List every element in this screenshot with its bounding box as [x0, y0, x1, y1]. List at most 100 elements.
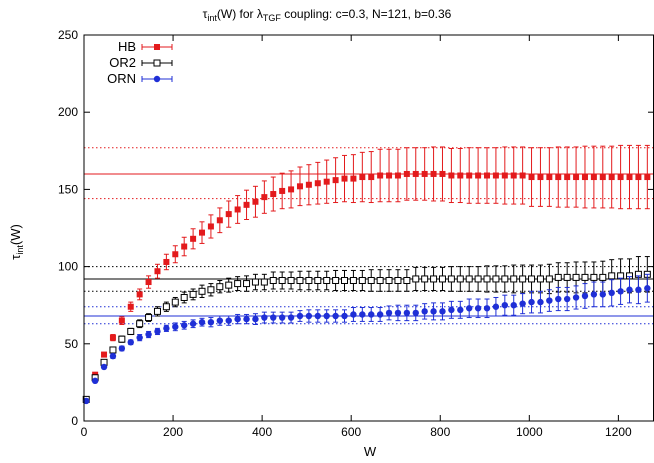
data-point	[377, 172, 384, 179]
legend-entry-orn: ORN	[107, 71, 173, 86]
data-point	[350, 175, 357, 182]
y-tick-label: 50	[65, 337, 79, 351]
data-point	[305, 181, 312, 188]
data-point	[323, 178, 330, 185]
data-point	[563, 273, 571, 281]
data-point	[234, 315, 241, 323]
data-point	[376, 311, 384, 318]
data-point	[483, 305, 491, 312]
x-tick-label: 1200	[605, 425, 632, 439]
data-point	[421, 275, 429, 283]
data-point	[349, 276, 357, 284]
x-tick-label: 0	[81, 425, 88, 439]
data-point	[180, 322, 188, 329]
data-point	[581, 273, 589, 281]
data-point	[519, 300, 526, 307]
data-point	[296, 276, 304, 284]
data-point	[412, 275, 420, 283]
data-point	[154, 268, 161, 275]
data-point	[207, 318, 215, 326]
series-or2	[82, 256, 651, 403]
data-point	[581, 174, 588, 181]
data-point	[225, 317, 232, 324]
legend-label: HB	[118, 39, 136, 54]
data-point	[519, 172, 526, 179]
data-point	[225, 211, 232, 218]
data-point	[448, 172, 455, 179]
data-point	[153, 307, 161, 315]
legend-label: ORN	[107, 71, 136, 86]
data-point	[555, 295, 562, 303]
data-point	[528, 298, 535, 306]
data-point	[288, 186, 295, 193]
data-point	[305, 312, 313, 320]
data-point	[109, 346, 117, 354]
data-point	[457, 172, 464, 179]
data-point	[189, 320, 197, 327]
data-point	[563, 295, 571, 303]
data-point	[519, 275, 527, 283]
data-point	[136, 291, 143, 298]
data-point	[528, 275, 536, 283]
data-point	[199, 229, 206, 236]
data-point	[376, 276, 384, 284]
data-point	[359, 311, 366, 318]
data-point	[483, 275, 491, 283]
data-point	[635, 174, 642, 181]
data-point	[341, 276, 349, 284]
data-point	[501, 275, 509, 283]
x-tick-label: 800	[430, 425, 450, 439]
data-point	[644, 174, 651, 181]
data-point	[109, 334, 116, 341]
data-point	[572, 273, 580, 281]
data-point	[234, 280, 242, 288]
data-point	[536, 275, 544, 283]
data-point	[260, 278, 268, 286]
data-point	[626, 286, 633, 293]
data-point	[367, 276, 375, 284]
data-point	[154, 328, 161, 335]
data-point	[430, 275, 438, 283]
data-point	[145, 279, 152, 286]
data-point	[368, 174, 375, 181]
data-point	[181, 243, 188, 250]
data-point	[323, 276, 331, 284]
data-point	[109, 352, 117, 360]
x-tick-label: 600	[341, 425, 361, 439]
data-point	[127, 303, 134, 310]
legend-entry-or2: OR2	[109, 55, 173, 70]
data-point	[599, 291, 606, 298]
data-point	[599, 273, 607, 281]
data-point	[546, 174, 553, 181]
data-point	[590, 174, 597, 181]
y-tick-label: 100	[58, 260, 78, 274]
data-point	[475, 172, 482, 179]
data-point	[278, 276, 286, 284]
y-tick-label: 200	[58, 105, 78, 119]
data-point	[243, 201, 250, 208]
y-axis-label: τint(W)	[8, 224, 25, 260]
data-point	[278, 314, 286, 321]
data-point	[617, 288, 624, 295]
x-tick-label: 200	[163, 425, 183, 439]
data-point	[510, 172, 517, 179]
data-point	[314, 276, 322, 284]
data-point	[484, 172, 491, 179]
data-point	[207, 223, 214, 230]
legend-marker	[153, 75, 161, 83]
data-point	[465, 305, 473, 312]
data-point	[359, 174, 366, 181]
data-point	[252, 315, 259, 323]
data-point	[456, 275, 464, 283]
data-point	[118, 317, 125, 324]
legend-entry-hb: HB	[118, 39, 173, 54]
data-point	[403, 170, 410, 177]
data-point	[572, 294, 580, 301]
data-point	[287, 314, 295, 321]
data-point	[368, 311, 375, 318]
y-tick-label: 150	[58, 182, 78, 196]
data-point	[189, 290, 197, 298]
data-point	[421, 170, 428, 177]
